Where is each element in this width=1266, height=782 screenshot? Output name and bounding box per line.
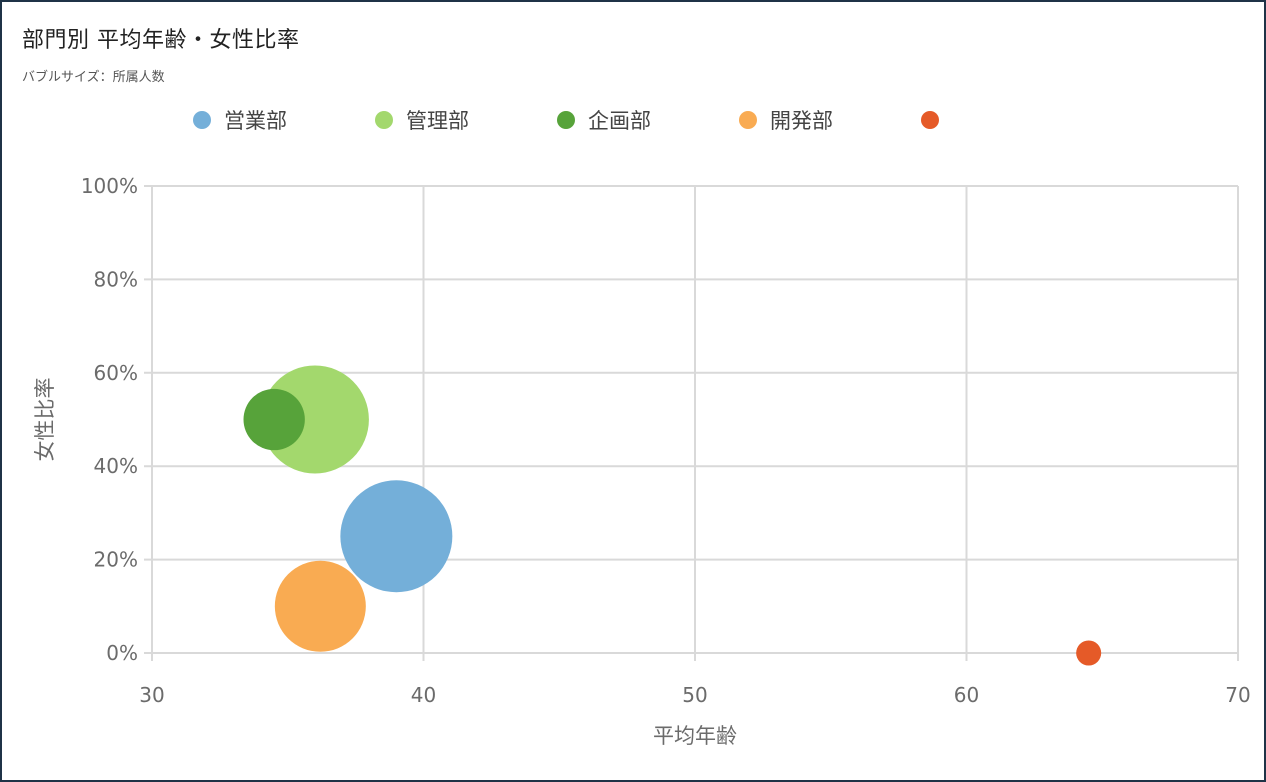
chart-subtitle: バブルサイズ：所属人数 xyxy=(22,70,165,85)
y-axis-title: 女性比率 xyxy=(33,378,57,462)
legend-label: 営業部 xyxy=(224,109,287,133)
x-tick-labels: 30 40 50 60 70 xyxy=(139,683,1250,707)
legend-marker xyxy=(557,111,575,129)
chart-title: 部門別 平均年齢・女性比率 xyxy=(22,28,300,53)
x-tick-label: 30 xyxy=(139,683,164,707)
x-tick-label: 60 xyxy=(954,683,979,707)
y-tick-labels: 0% 20% 40% 60% 80% 100% xyxy=(81,174,138,665)
x-tick-label: 40 xyxy=(411,683,436,707)
x-tick-label: 70 xyxy=(1225,683,1250,707)
y-tick-label: 100% xyxy=(81,174,138,198)
legend-marker xyxy=(193,111,211,129)
y-tick-label: 80% xyxy=(94,267,138,291)
y-tick-label: 40% xyxy=(94,454,138,478)
legend-marker xyxy=(375,111,393,129)
legend-label: 企画部 xyxy=(588,109,651,133)
bubbles xyxy=(243,365,1102,666)
legend-label: 管理部 xyxy=(406,109,469,133)
bubble xyxy=(243,388,305,451)
legend-marker xyxy=(921,111,939,129)
bubble xyxy=(340,480,453,593)
x-tick-label: 50 xyxy=(682,683,707,707)
bubble xyxy=(1076,640,1102,666)
y-tick-label: 0% xyxy=(106,641,138,665)
legend-marker xyxy=(739,111,757,129)
bubble xyxy=(274,560,366,652)
y-tick-label: 20% xyxy=(94,548,138,572)
y-tick-label: 60% xyxy=(94,361,138,385)
x-axis-title: 平均年齢 xyxy=(653,724,737,748)
legend: 営業部 管理部 企画部 開発部 xyxy=(193,109,939,133)
legend-label: 開発部 xyxy=(770,109,833,133)
